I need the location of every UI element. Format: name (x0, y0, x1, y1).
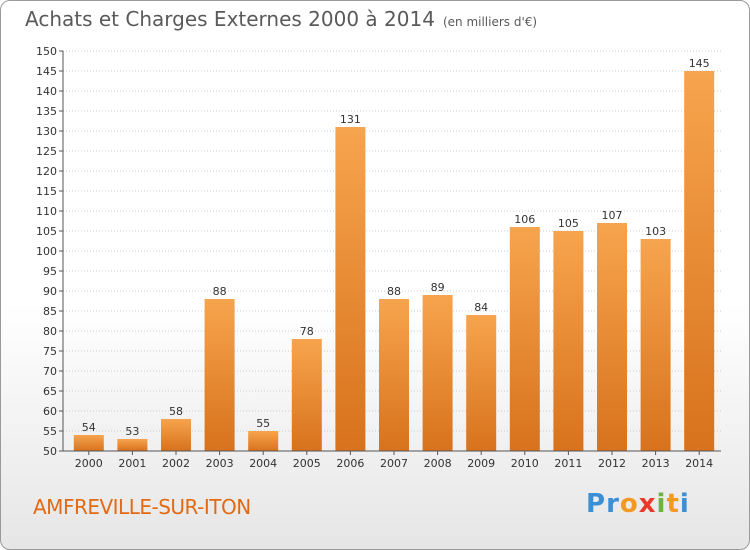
y-tick-label: 55 (43, 425, 57, 438)
bar-value-label: 58 (169, 405, 183, 418)
x-tick-label: 2004 (249, 457, 277, 470)
y-tick-label: 65 (43, 385, 57, 398)
y-tick-label: 145 (36, 65, 57, 78)
y-tick-label: 105 (36, 225, 57, 238)
x-tick-label: 2001 (118, 457, 146, 470)
y-tick-label: 120 (36, 165, 57, 178)
bar (640, 239, 671, 451)
x-tick-label: 2003 (206, 457, 234, 470)
bar-value-label: 145 (689, 57, 710, 70)
y-tick-label: 140 (36, 85, 57, 98)
bar (204, 299, 235, 451)
y-tick-label: 115 (36, 185, 57, 198)
bar (73, 435, 104, 451)
x-tick-label: 2005 (293, 457, 321, 470)
bar (553, 231, 584, 451)
y-tick-label: 70 (43, 365, 57, 378)
bar-value-label: 106 (514, 213, 535, 226)
y-tick-label: 60 (43, 405, 57, 418)
bar (161, 419, 191, 451)
x-tick-label: 2007 (380, 457, 408, 470)
bar (291, 339, 322, 451)
bar-value-label: 88 (387, 285, 401, 298)
bar (117, 439, 148, 451)
y-tick-label: 85 (43, 305, 57, 318)
logo-letter: r (606, 489, 620, 519)
y-tick-label: 50 (43, 445, 57, 458)
bar (684, 71, 715, 451)
logo-letter: i (656, 489, 667, 519)
x-tick-label: 2012 (598, 457, 626, 470)
x-tick-label: 2014 (685, 457, 713, 470)
bar (466, 315, 497, 451)
logo-letter: i (679, 489, 690, 519)
commune-name: AMFREVILLE-SUR-ITON (33, 495, 251, 519)
y-tick-label: 95 (43, 265, 57, 278)
bar (379, 299, 409, 451)
chart-title-unit: (en milliers d'€) (442, 15, 538, 29)
bar-value-label: 105 (558, 217, 579, 230)
bar-value-label: 84 (474, 301, 488, 314)
bar (335, 127, 366, 451)
labels: 50 55 60 65 70 75 80 85 90 95 100 105 110 115 120 125 13… (36, 45, 713, 470)
proxiti-logo: Proxiti (586, 489, 690, 519)
logo-letter: x (638, 489, 657, 519)
chart-title-text: Achats et Charges Externes 2000 à 2014 (25, 7, 435, 31)
x-tick-label: 2000 (75, 457, 103, 470)
bar (248, 431, 279, 451)
y-tick-label: 90 (43, 285, 57, 298)
logo-letter: o (619, 489, 639, 519)
y-tick-label: 150 (36, 45, 57, 58)
x-tick-label: 2006 (336, 457, 364, 470)
bar-value-label: 53 (125, 425, 139, 438)
y-tick-label: 80 (43, 325, 57, 338)
chart-title: Achats et Charges Externes 2000 à 2014 (e… (25, 7, 537, 31)
x-tick-label: 2002 (162, 457, 190, 470)
x-tick-label: 2008 (424, 457, 452, 470)
bars (73, 71, 715, 451)
bar-value-label: 103 (645, 225, 666, 238)
x-tick-label: 2009 (467, 457, 495, 470)
y-tick-label: 135 (36, 105, 57, 118)
axes (59, 50, 721, 455)
x-tick-label: 2013 (642, 457, 670, 470)
bar-value-label: 55 (256, 417, 270, 430)
bar-value-label: 88 (213, 285, 227, 298)
y-tick-label: 130 (36, 125, 57, 138)
x-tick-label: 2011 (554, 457, 582, 470)
bar-value-label: 89 (431, 281, 445, 294)
x-tick-label: 2010 (511, 457, 539, 470)
bar (509, 227, 540, 451)
logo-letter: P (586, 489, 607, 519)
bar (422, 295, 453, 451)
y-tick-label: 110 (36, 205, 57, 218)
bar-value-label: 54 (82, 421, 96, 434)
y-tick-label: 75 (43, 345, 57, 358)
bar-value-label: 131 (340, 113, 361, 126)
bar (597, 223, 627, 451)
y-tick-label: 125 (36, 145, 57, 158)
bar-value-label: 78 (300, 325, 314, 338)
bar-value-label: 107 (602, 209, 623, 222)
logo-letter: t (666, 489, 680, 519)
y-tick-label: 100 (36, 245, 57, 258)
